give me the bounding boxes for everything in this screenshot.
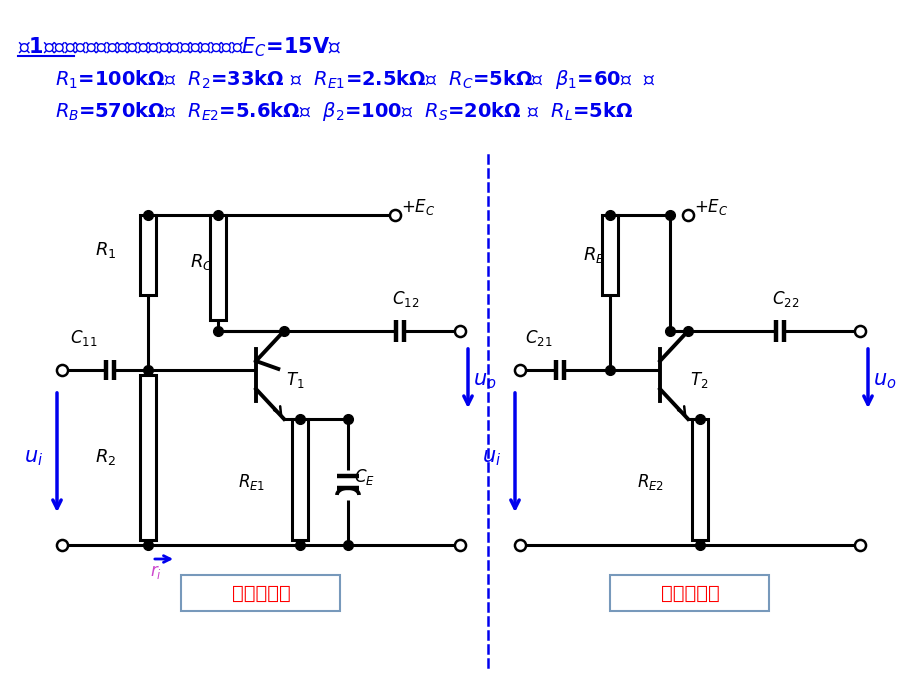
- Text: $R_2$: $R_2$: [95, 447, 116, 467]
- FancyBboxPatch shape: [181, 575, 340, 611]
- Bar: [601, 215, 618, 295]
- Text: $R_{E1}$: $R_{E1}$: [237, 472, 265, 492]
- Text: $u_i$: $u_i$: [482, 448, 501, 468]
- Text: $C_{11}$: $C_{11}$: [70, 328, 97, 348]
- Text: $r_i$: $r_i$: [150, 563, 162, 581]
- Text: $C_E$: $C_E$: [354, 467, 375, 487]
- Bar: [140, 215, 156, 295]
- Text: $u_i$: $u_i$: [25, 448, 43, 468]
- Text: $R_1$: $R_1$: [95, 240, 116, 260]
- Text: $T_2$: $T_2$: [689, 370, 708, 390]
- Text: $C_{22}$: $C_{22}$: [771, 289, 799, 309]
- Text: $R_{E2}$: $R_{E2}$: [636, 472, 664, 492]
- Bar: [140, 375, 156, 540]
- Text: 放大电路二: 放大电路二: [660, 584, 719, 602]
- Text: $R_B$: $R_B$: [582, 245, 605, 265]
- Text: $C_{21}$: $C_{21}$: [525, 328, 551, 348]
- Bar: [691, 419, 708, 540]
- Text: $C_{12}$: $C_{12}$: [391, 289, 419, 309]
- Text: $+E_C$: $+E_C$: [693, 197, 728, 217]
- Text: 例1：放大电路由下面两个放大电路组成。已知$E_C$=15V，: 例1：放大电路由下面两个放大电路组成。已知$E_C$=15V，: [18, 35, 341, 59]
- Text: $u_o$: $u_o$: [872, 371, 896, 391]
- FancyBboxPatch shape: [610, 575, 768, 611]
- Text: $u_o$: $u_o$: [472, 371, 496, 391]
- Text: 放大电路一: 放大电路一: [232, 584, 290, 602]
- Text: $+E_C$: $+E_C$: [401, 197, 435, 217]
- Bar: [210, 215, 226, 320]
- Text: $R_1$=100kΩ，  $R_2$=33kΩ ，  $R_{E1}$=2.5kΩ，  $R_C$=5kΩ，  $\beta_1$=60，  ；: $R_1$=100kΩ， $R_2$=33kΩ ， $R_{E1}$=2.5kΩ…: [55, 68, 655, 91]
- Text: $R_B$=570kΩ，  $R_{E2}$=5.6kΩ，  $\beta_2$=100，  $R_S$=20kΩ ，  $R_L$=5kΩ: $R_B$=570kΩ， $R_{E2}$=5.6kΩ， $\beta_2$=1…: [55, 100, 632, 123]
- Text: $R_C$: $R_C$: [189, 252, 213, 272]
- Text: $T_1$: $T_1$: [286, 370, 304, 390]
- Bar: [291, 419, 308, 540]
